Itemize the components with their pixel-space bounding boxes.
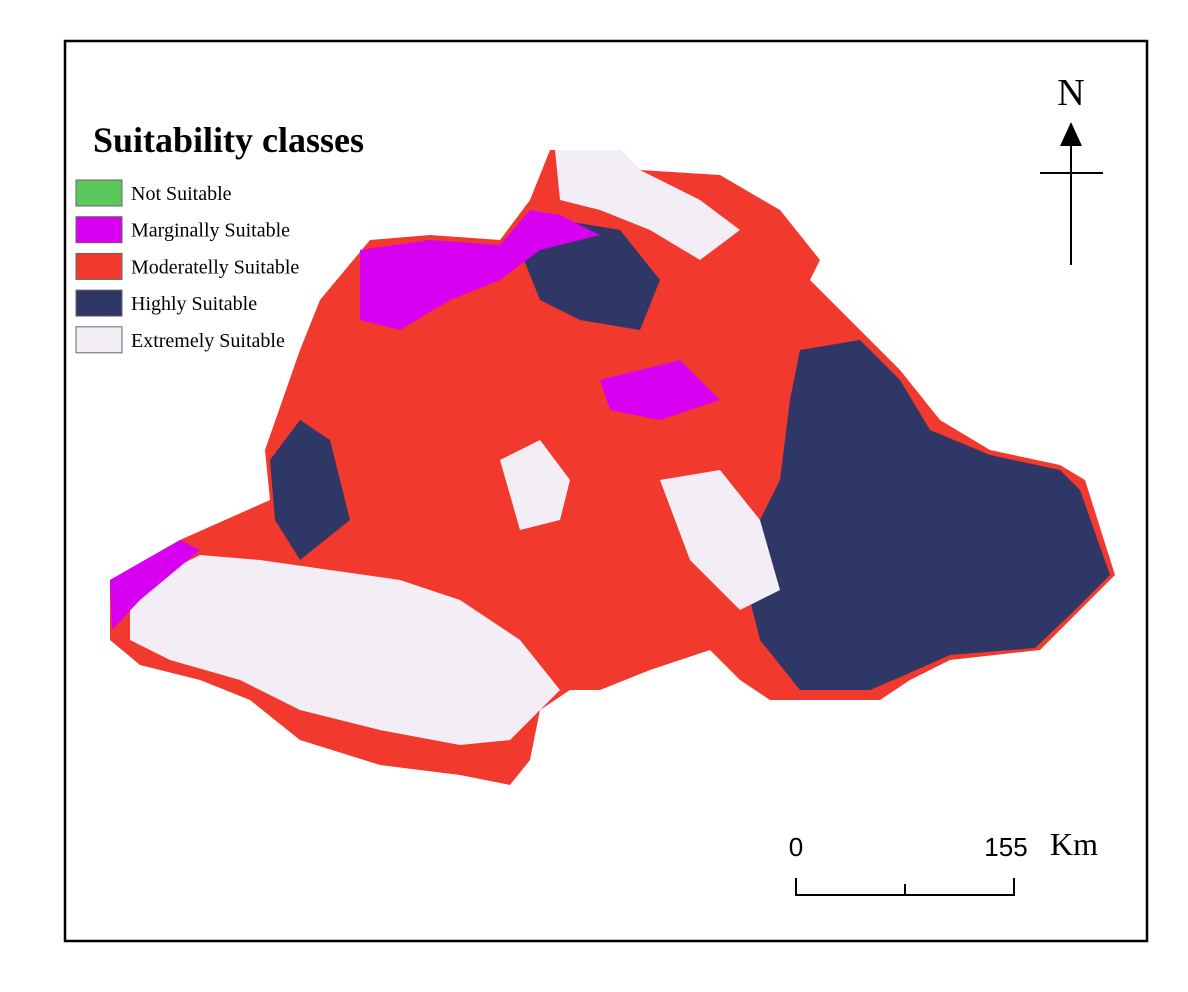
scale-unit: Km xyxy=(1050,826,1098,862)
legend: Not Suitable Marginally Suitable Moderatel… xyxy=(75,179,299,354)
scale-start: 0 xyxy=(789,832,803,862)
region-highly xyxy=(740,340,1110,690)
north-arrowhead xyxy=(1060,122,1082,146)
region-extreme xyxy=(660,470,780,610)
region-marginal xyxy=(600,360,720,420)
legend-swatch xyxy=(75,216,123,244)
legend-label: Extremely Suitable xyxy=(131,330,285,352)
legend-label: Not Suitable xyxy=(131,183,232,205)
legend-label: Marginally Suitable xyxy=(131,220,290,242)
north-label: N xyxy=(1057,72,1084,114)
scale-bar xyxy=(795,878,1015,896)
legend-swatch xyxy=(75,179,123,207)
region-extreme xyxy=(500,440,570,530)
legend-label: Moderatelly Suitable xyxy=(131,256,299,278)
scale-end: 155 xyxy=(984,832,1027,862)
suitability-map xyxy=(110,150,1115,785)
frame xyxy=(63,39,1149,943)
region-marginal xyxy=(110,540,200,630)
legend-swatch xyxy=(75,289,123,317)
region-extreme xyxy=(555,150,740,260)
region-highly xyxy=(270,420,350,560)
legend-swatch xyxy=(75,326,123,354)
region-marginal xyxy=(360,210,600,330)
region-highly xyxy=(520,220,660,330)
legend-swatch xyxy=(75,252,123,280)
region-extreme xyxy=(130,555,560,745)
legend-label: Highly Suitable xyxy=(131,293,257,315)
legend-title: Suitability classes xyxy=(93,120,364,160)
